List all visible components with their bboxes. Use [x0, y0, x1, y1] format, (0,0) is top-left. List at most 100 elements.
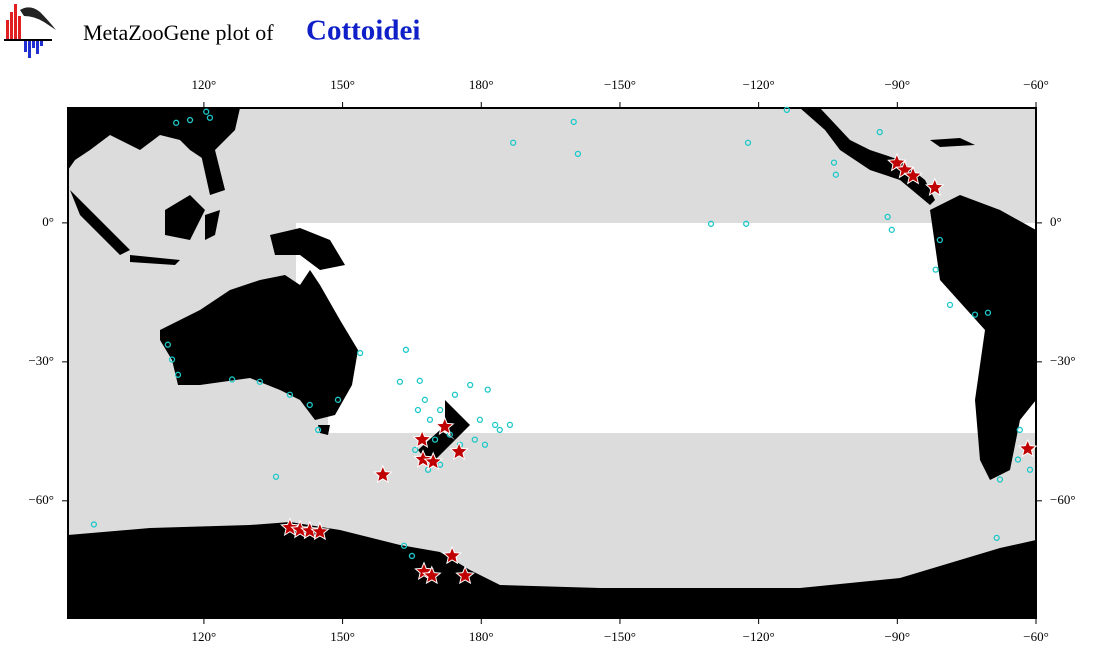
x-tick-label: −90° [885, 77, 911, 92]
x-tick-label: 120° [192, 77, 217, 92]
record-point [993, 534, 1000, 542]
record-point [314, 426, 322, 434]
record-point [426, 416, 434, 423]
x-tick-label: −90° [885, 629, 911, 644]
x-tick-label: −120° [743, 77, 775, 92]
y-tick-label: 0° [1050, 214, 1062, 229]
record-point [830, 159, 838, 166]
record-point [884, 213, 891, 221]
map-frame [67, 107, 1037, 619]
record-point [506, 421, 514, 428]
record-point [451, 391, 459, 398]
record-star [423, 451, 444, 471]
record-point [173, 119, 180, 126]
record-point [400, 542, 408, 549]
y-tick-label: −30° [28, 353, 54, 368]
record-point [402, 346, 410, 353]
record-point [272, 473, 280, 480]
record-point [186, 116, 194, 124]
record-point [174, 371, 182, 378]
logo [4, 4, 56, 58]
x-tick-label: −120° [743, 629, 775, 644]
record-point [984, 309, 992, 316]
record-point [1014, 456, 1022, 463]
y-tick-label: 0° [42, 214, 54, 229]
record-point [412, 446, 419, 454]
record-point [203, 108, 210, 115]
x-tick-label: 150° [330, 629, 355, 644]
record-point [832, 171, 839, 178]
record-point [357, 349, 364, 357]
record-point [421, 396, 429, 403]
record-point [1026, 466, 1034, 473]
record-point [431, 436, 439, 443]
record-star [299, 520, 320, 540]
y-tick-label: −60° [1050, 492, 1076, 507]
x-tick-label: −60° [1023, 77, 1049, 92]
record-point [743, 220, 750, 227]
record-point [408, 552, 416, 560]
record-star [924, 177, 945, 197]
record-star [280, 517, 300, 537]
record-point [396, 378, 404, 385]
record-point [334, 396, 342, 403]
x-tick-label: 180° [469, 77, 494, 92]
record-star [442, 545, 462, 565]
record-star [372, 464, 393, 484]
record-point [744, 139, 752, 146]
record-point [416, 377, 423, 384]
record-point [164, 341, 172, 348]
record-point [467, 381, 474, 389]
x-tick-label: −60° [1023, 629, 1049, 644]
record-star [421, 565, 442, 585]
x-tick-label: 180° [469, 629, 494, 644]
record-point [876, 128, 883, 136]
record-star [310, 521, 330, 541]
record-point [471, 436, 478, 443]
record-point [476, 416, 484, 423]
record-star [903, 165, 923, 185]
y-tick-label: −60° [28, 492, 54, 507]
title: MetaZooGene plot of [83, 20, 274, 45]
record-point [481, 441, 489, 448]
y-tick-label: −30° [1050, 353, 1076, 368]
record-point [707, 220, 715, 227]
taxon-title: Cottoidei [306, 15, 420, 47]
x-tick-label: 120° [192, 629, 217, 644]
record-point [484, 386, 491, 393]
record-point [932, 266, 939, 273]
record-point [256, 378, 263, 385]
record-star [434, 416, 455, 436]
land [68, 108, 1036, 618]
record-star [449, 441, 469, 461]
record-point [570, 118, 577, 126]
record-point [996, 476, 1004, 483]
record-star [455, 565, 475, 585]
record-point [228, 376, 236, 383]
record-star [290, 519, 310, 539]
record-point [888, 226, 895, 233]
record-star [413, 449, 433, 468]
record-star [412, 429, 432, 448]
x-tick-label: 150° [330, 77, 355, 92]
record-point [971, 311, 979, 318]
record-point [491, 421, 499, 428]
record-point [168, 356, 176, 363]
record-point [286, 391, 294, 398]
x-tick-label: −150° [604, 629, 636, 644]
record-point [496, 426, 503, 434]
record-point [936, 236, 943, 244]
x-tick-label: −150° [604, 77, 636, 92]
record-point [574, 150, 582, 158]
map [67, 107, 1037, 619]
record-point [414, 406, 422, 414]
record-point [90, 521, 98, 528]
record-point [783, 106, 790, 114]
record-point [1016, 426, 1023, 434]
record-star [1017, 438, 1038, 458]
record-point [510, 139, 517, 146]
record-point [946, 301, 954, 309]
record-point [306, 401, 313, 409]
record-point [206, 114, 214, 121]
